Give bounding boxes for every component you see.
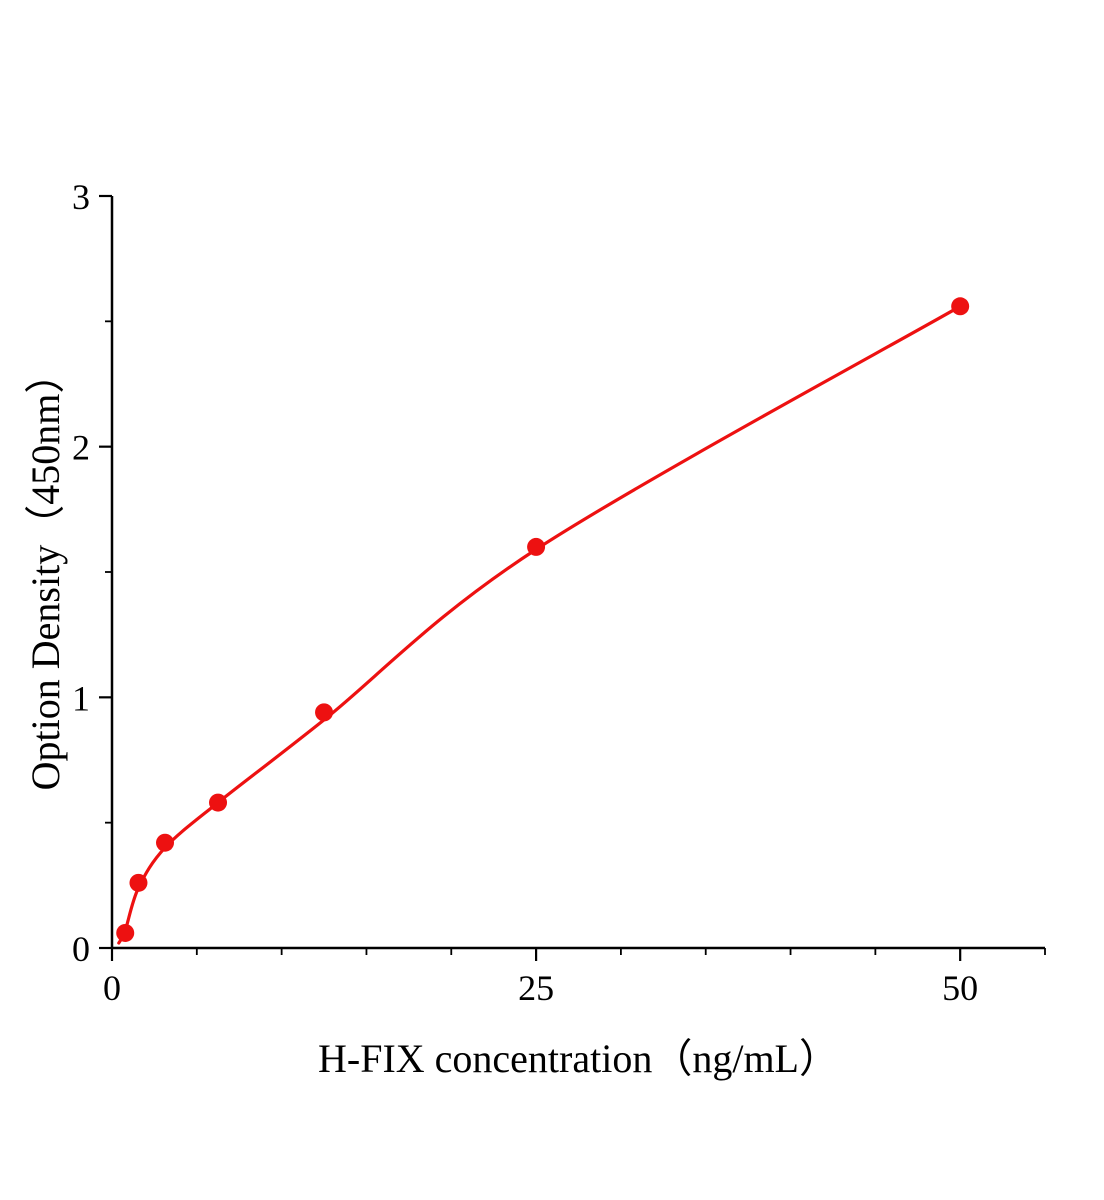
data-point <box>315 703 334 722</box>
data-point <box>951 297 970 316</box>
y-tick-label: 3 <box>72 177 90 217</box>
y-tick-label: 2 <box>72 428 90 468</box>
y-tick-label: 0 <box>72 929 90 969</box>
x-tick-label: 0 <box>103 968 121 1008</box>
data-point <box>129 873 148 892</box>
data-point <box>116 923 135 942</box>
data-point <box>527 537 546 556</box>
x-axis-label: H-FIX concentration（ng/mL） <box>318 1036 839 1081</box>
x-tick-label: 25 <box>518 968 554 1008</box>
x-tick-label: 50 <box>942 968 978 1008</box>
fit-curve <box>117 304 962 945</box>
y-tick-label: 1 <box>72 678 90 718</box>
y-axis-label: Option Density（450nm） <box>23 353 68 791</box>
data-point <box>156 833 175 852</box>
data-point <box>209 793 228 812</box>
